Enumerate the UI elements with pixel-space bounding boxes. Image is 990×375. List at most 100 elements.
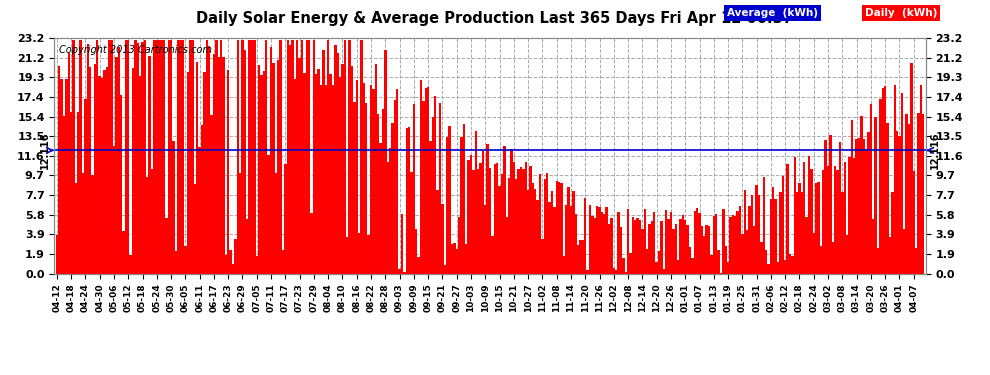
Bar	[903, 229, 906, 274]
Bar	[170, 39, 172, 274]
Bar	[553, 207, 555, 274]
Bar	[339, 77, 342, 274]
Text: 12.116: 12.116	[930, 132, 940, 169]
Bar	[639, 219, 642, 274]
Bar	[906, 114, 908, 274]
Bar	[562, 256, 565, 274]
Bar	[591, 216, 594, 274]
Bar	[235, 239, 237, 274]
Bar	[94, 64, 96, 274]
Bar	[215, 39, 218, 274]
Bar	[434, 96, 437, 274]
Bar	[737, 211, 739, 274]
Bar	[96, 39, 98, 274]
Bar	[277, 60, 279, 274]
Bar	[291, 39, 294, 274]
Bar	[260, 75, 262, 274]
Bar	[572, 190, 574, 274]
Bar	[89, 68, 91, 274]
Bar	[430, 141, 432, 274]
Bar	[820, 246, 822, 274]
Bar	[853, 158, 855, 274]
Bar	[603, 214, 606, 274]
Bar	[91, 175, 94, 274]
Bar	[644, 209, 645, 274]
Bar	[422, 101, 425, 274]
Bar	[586, 270, 589, 274]
Bar	[667, 219, 670, 274]
Bar	[689, 247, 691, 274]
Bar	[125, 39, 127, 274]
Bar	[555, 182, 558, 274]
Bar	[882, 88, 884, 274]
Bar	[113, 146, 115, 274]
Bar	[877, 248, 879, 274]
Bar	[377, 114, 379, 274]
Bar	[696, 208, 698, 274]
Bar	[542, 238, 544, 274]
Bar	[439, 103, 442, 274]
Bar	[446, 137, 448, 274]
Bar	[432, 117, 434, 274]
Bar	[734, 216, 737, 274]
Bar	[198, 147, 201, 274]
Bar	[427, 87, 430, 274]
Bar	[634, 220, 637, 274]
Bar	[910, 63, 913, 274]
Bar	[127, 39, 130, 274]
Bar	[620, 227, 622, 274]
Bar	[770, 199, 772, 274]
Bar	[101, 78, 103, 274]
Bar	[448, 126, 450, 274]
Bar	[682, 215, 684, 274]
Bar	[862, 139, 865, 274]
Bar	[730, 217, 732, 274]
Bar	[382, 108, 384, 274]
Bar	[486, 144, 489, 274]
Bar	[482, 152, 484, 274]
Bar	[694, 211, 696, 274]
Bar	[155, 39, 158, 274]
Bar	[743, 190, 745, 274]
Bar	[284, 164, 286, 274]
Bar	[891, 192, 894, 274]
Bar	[544, 178, 546, 274]
Bar	[442, 204, 444, 274]
Bar	[58, 66, 60, 274]
Bar	[677, 260, 679, 274]
Bar	[772, 188, 774, 274]
Bar	[884, 86, 886, 274]
Bar	[827, 166, 830, 274]
Text: Daily  (kWh): Daily (kWh)	[864, 8, 938, 18]
Bar	[839, 142, 842, 274]
Bar	[650, 221, 653, 274]
Bar	[848, 157, 850, 274]
Bar	[108, 39, 111, 274]
Bar	[220, 39, 223, 274]
Bar	[398, 268, 401, 274]
Bar	[65, 80, 67, 274]
Bar	[672, 229, 674, 274]
Bar	[250, 39, 253, 274]
Bar	[177, 39, 179, 274]
Bar	[132, 68, 135, 274]
Bar	[869, 104, 872, 274]
Bar	[501, 174, 503, 274]
Bar	[727, 262, 730, 274]
Bar	[165, 217, 167, 274]
Bar	[84, 99, 86, 274]
Bar	[462, 124, 465, 274]
Bar	[774, 199, 777, 274]
Bar	[255, 256, 258, 274]
Bar	[282, 250, 284, 274]
Bar	[750, 195, 753, 274]
Bar	[794, 157, 796, 274]
Bar	[223, 57, 225, 274]
Bar	[465, 244, 467, 274]
Bar	[374, 64, 377, 274]
Bar	[386, 162, 389, 274]
Bar	[789, 254, 791, 274]
Bar	[301, 39, 303, 274]
Bar	[106, 67, 108, 274]
Bar	[437, 190, 439, 274]
